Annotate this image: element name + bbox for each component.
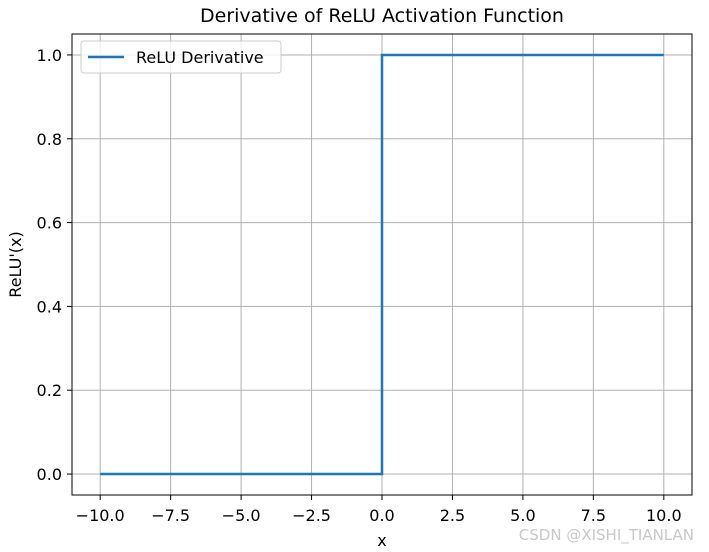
legend: ReLU Derivative xyxy=(80,40,282,74)
y-axis-label: ReLU'(x) xyxy=(6,231,25,297)
y-tick-label: 0.2 xyxy=(37,381,62,400)
x-tick-label: −10.0 xyxy=(76,506,125,525)
series-layer xyxy=(100,53,664,476)
x-tick-label: 5.0 xyxy=(510,506,535,525)
x-axis-label: x xyxy=(377,531,386,550)
x-tick-label: 10.0 xyxy=(646,506,682,525)
x-tick-label: 7.5 xyxy=(581,506,606,525)
y-tick-label: 0.4 xyxy=(37,297,62,316)
legend-label: ReLU Derivative xyxy=(136,48,264,67)
legend-box xyxy=(80,40,282,74)
y-tick-label: 0.0 xyxy=(37,465,62,484)
chart-title: Derivative of ReLU Activation Function xyxy=(200,5,564,27)
x-tick-label: −5.0 xyxy=(222,506,261,525)
y-tick-label: 0.6 xyxy=(37,214,62,233)
watermark: CSDN @XISHI_TIANLAN xyxy=(519,526,694,545)
y-tick-label: 1.0 xyxy=(37,46,62,65)
tick-layer: −10.0 −7.5 −5.0 −2.5 0.0 2.5 5.0 7.5 10.0 0.0 0.2 0… xyxy=(37,46,682,525)
y-tick-label: 0.8 xyxy=(37,130,62,149)
x-tick-label: 0.0 xyxy=(369,506,394,525)
x-tick-label: −7.5 xyxy=(151,506,190,525)
series-line-relu-derivative xyxy=(100,53,664,476)
x-tick-label: −2.5 xyxy=(292,506,331,525)
x-tick-label: 2.5 xyxy=(440,506,465,525)
